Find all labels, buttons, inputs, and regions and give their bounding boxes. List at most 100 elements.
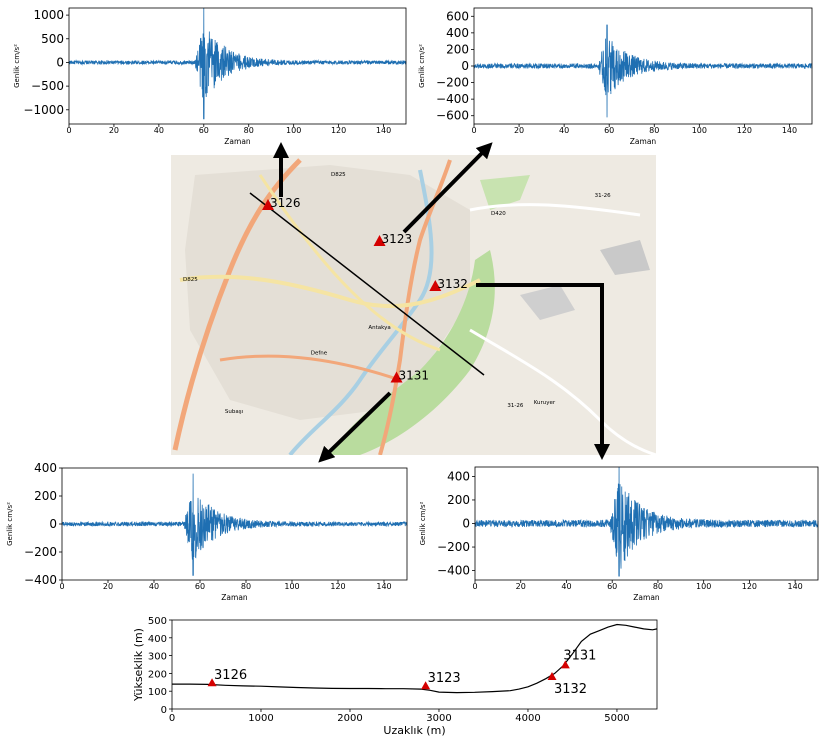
map-label: 31-26 bbox=[595, 193, 611, 199]
y-tick-label: −1000 bbox=[23, 103, 64, 117]
x-tick-label: 40 bbox=[149, 582, 159, 591]
x-tick-label: 140 bbox=[787, 582, 802, 591]
x-axis-label: Uzaklık (m) bbox=[383, 724, 445, 737]
y-axis-label: Genlik cm/s² bbox=[13, 44, 21, 88]
map-label: Antakya bbox=[368, 325, 390, 331]
station-marker-3123 bbox=[421, 681, 431, 690]
x-tick-label: 140 bbox=[782, 126, 797, 135]
seismogram-3132: 0 20 40 60 80 100 120 140 400 200 0 −200 −400 Zaman Ge… bbox=[419, 466, 819, 602]
y-axis-label: Genlik cm/s² bbox=[418, 44, 426, 88]
map-station-3131 bbox=[390, 371, 403, 383]
plot-frame bbox=[61, 467, 408, 581]
y-tick-label: 100 bbox=[148, 687, 167, 698]
x-tick-label: 40 bbox=[154, 126, 164, 135]
station-label-3131: 3131 bbox=[563, 648, 596, 663]
x-tick-label: 5000 bbox=[604, 713, 629, 724]
map-station-label-3131: 3131 bbox=[399, 369, 430, 383]
seismogram-trace bbox=[61, 473, 408, 576]
y-tick-label: −400 bbox=[24, 573, 57, 587]
y-tick-label: −200 bbox=[436, 76, 469, 90]
map-station-3126 bbox=[262, 199, 274, 210]
map-station-label-3123: 3123 bbox=[382, 232, 413, 246]
y-tick-label: 200 bbox=[447, 493, 470, 507]
x-tick-label: 60 bbox=[604, 126, 614, 135]
arrows bbox=[273, 142, 610, 463]
x-tick-label: 1000 bbox=[248, 713, 273, 724]
seismogram-3126: 0 20 40 60 80 100 120 140 1000 500 0 −500 −1000 Zaman… bbox=[13, 7, 407, 146]
map-label: Kuruyer bbox=[534, 400, 556, 406]
x-tick-label: 60 bbox=[199, 126, 209, 135]
map-road-orange bbox=[219, 354, 401, 382]
x-tick-label: 80 bbox=[649, 126, 659, 135]
map-road-yellow bbox=[179, 274, 481, 309]
x-tick-label: 0 bbox=[66, 126, 71, 135]
map-road-white-2 bbox=[469, 328, 656, 455]
x-tick-label: 140 bbox=[376, 582, 391, 591]
x-tick-label: 100 bbox=[286, 126, 301, 135]
map-road-white bbox=[469, 203, 641, 217]
map-label: D825 bbox=[331, 172, 346, 178]
x-tick-label: 20 bbox=[516, 582, 526, 591]
y-tick-label: 400 bbox=[446, 26, 469, 40]
map-label: Defne bbox=[311, 351, 328, 357]
y-tick-label: −200 bbox=[437, 540, 470, 554]
x-tick-label: 4000 bbox=[515, 713, 540, 724]
x-axis-label: Zaman bbox=[630, 137, 657, 146]
x-tick-label: 60 bbox=[607, 582, 617, 591]
map-labels: D825 D420 31-26 Defne Antakya Subaşı Kuruyer D8… bbox=[183, 172, 611, 415]
y-tick-label: 400 bbox=[447, 469, 470, 483]
x-tick-label: 80 bbox=[241, 582, 251, 591]
map-quarry bbox=[600, 240, 650, 275]
y-tick-label: 0 bbox=[161, 705, 167, 716]
y-tick-label: 200 bbox=[34, 489, 57, 503]
arrow-3123 bbox=[402, 142, 493, 234]
map-road-yellow-2 bbox=[258, 174, 441, 352]
y-tick-label: −200 bbox=[24, 545, 57, 559]
x-axis-label: Zaman bbox=[633, 593, 660, 602]
y-tick-label: −600 bbox=[436, 109, 469, 123]
map-park-small bbox=[480, 175, 530, 210]
y-axis-label: Genlik cm/s² bbox=[6, 502, 14, 546]
seismogram-trace bbox=[68, 7, 407, 120]
x-tick-label: 140 bbox=[376, 126, 391, 135]
y-tick-label: −500 bbox=[31, 79, 64, 93]
map-panel: D825 D420 31-26 Defne Antakya Subaşı Kuruyer D8… bbox=[171, 155, 656, 455]
y-tick-label: 0 bbox=[462, 517, 470, 531]
y-tick-label: 400 bbox=[34, 461, 57, 475]
y-tick-label: 300 bbox=[148, 652, 167, 663]
plot-frame bbox=[474, 466, 819, 581]
map-river bbox=[288, 169, 434, 455]
arrow-3131 bbox=[318, 391, 392, 463]
y-tick-label: −400 bbox=[437, 564, 470, 578]
map-label: D825 bbox=[183, 277, 198, 283]
elevation-profile: 0 1000 2000 3000 4000 5000 0 100 200 300 400 500 Uza… bbox=[132, 616, 658, 737]
station-label-3123: 3123 bbox=[428, 671, 461, 686]
station-label-3132: 3132 bbox=[554, 682, 587, 697]
x-tick-label: 40 bbox=[559, 126, 569, 135]
map-label: Subaşı bbox=[225, 409, 244, 415]
station-marker-3132 bbox=[547, 671, 557, 680]
plot-frame bbox=[171, 619, 658, 710]
x-tick-label: 20 bbox=[109, 126, 119, 135]
map-label: 31-26 bbox=[507, 403, 523, 409]
x-tick-label: 120 bbox=[737, 126, 752, 135]
y-tick-label: 500 bbox=[41, 32, 64, 46]
x-tick-label: 2000 bbox=[337, 713, 362, 724]
y-tick-label: 400 bbox=[148, 634, 167, 645]
station-label-3126: 3126 bbox=[214, 668, 247, 683]
y-tick-label: 0 bbox=[56, 55, 64, 69]
seismogram-3123: 0 20 40 60 80 100 120 140 600 400 200 0 −200 −400 −600… bbox=[418, 7, 813, 146]
x-tick-label: 80 bbox=[244, 126, 254, 135]
y-tick-label: 200 bbox=[446, 42, 469, 56]
seismogram-3131: 0 20 40 60 80 100 120 140 400 200 0 −200 −400 Zaman Ge… bbox=[6, 461, 408, 602]
x-tick-label: 100 bbox=[284, 582, 299, 591]
y-axis-label: Genlik cm/s² bbox=[419, 501, 427, 545]
map-label: D420 bbox=[491, 211, 506, 217]
plot-frame bbox=[68, 7, 407, 125]
x-tick-label: 0 bbox=[59, 582, 64, 591]
x-axis-label: Zaman bbox=[221, 593, 248, 602]
y-tick-label: 1000 bbox=[33, 8, 64, 22]
x-tick-label: 20 bbox=[514, 126, 524, 135]
x-tick-label: 120 bbox=[330, 582, 345, 591]
